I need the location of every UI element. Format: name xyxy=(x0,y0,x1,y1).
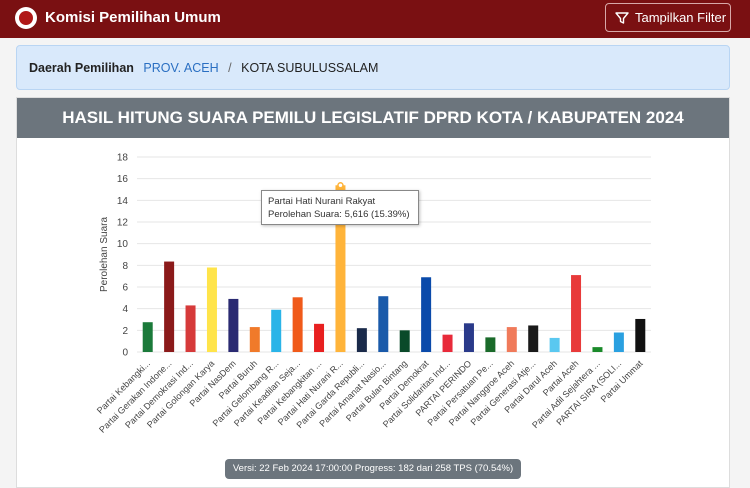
bar xyxy=(613,332,624,352)
bar xyxy=(164,261,175,352)
bar xyxy=(549,337,560,352)
chart-tooltip: Partai Hati Nurani Rakyat Perolehan Suar… xyxy=(261,190,419,225)
bar xyxy=(378,296,389,352)
bar xyxy=(528,325,539,352)
breadcrumb-lead: Daerah Pemilihan xyxy=(29,61,134,75)
breadcrumb-separator: / xyxy=(228,61,232,75)
bar xyxy=(185,305,196,352)
breadcrumb: Daerah Pemilihan PROV. ACEH / KOTA SUBUL… xyxy=(16,45,730,90)
top-navbar: Komisi Pemilihan Umum Tampilkan Filter xyxy=(0,0,750,38)
bar xyxy=(142,322,153,352)
y-tick-label: 16 xyxy=(117,174,129,185)
bar xyxy=(314,323,325,352)
results-panel: HASIL HITUNG SUARA PEMILU LEGISLATIF DPR… xyxy=(16,97,730,488)
bar xyxy=(635,318,646,352)
bar xyxy=(335,185,346,352)
bar xyxy=(421,277,432,352)
show-filter-label: Tampilkan Filter xyxy=(635,10,727,25)
bar xyxy=(485,337,496,352)
highlight-marker xyxy=(337,182,344,189)
bar xyxy=(292,297,303,352)
kpu-logo-icon xyxy=(15,7,37,29)
bar xyxy=(442,334,453,352)
breadcrumb-province-link[interactable]: PROV. ACEH xyxy=(143,61,219,75)
y-tick-label: 18 xyxy=(117,153,129,164)
bar xyxy=(228,298,239,352)
breadcrumb-city: KOTA SUBULUSSALAM xyxy=(241,61,379,75)
filter-icon xyxy=(615,11,629,24)
bar xyxy=(506,327,517,352)
y-tick-label: 4 xyxy=(122,304,128,315)
bar xyxy=(206,267,217,352)
bar xyxy=(592,347,603,352)
y-tick-label: 0 xyxy=(122,348,128,359)
y-tick-label: 6 xyxy=(122,283,128,294)
tooltip-vote-value: Perolehan Suara: 5,616 (15.39%) xyxy=(268,209,410,220)
bar xyxy=(249,327,260,352)
bar xyxy=(399,330,410,352)
version-badge: Versi: 22 Feb 2024 17:00:00 Progress: 18… xyxy=(225,459,521,479)
y-tick-label: 12 xyxy=(117,218,129,229)
bar xyxy=(463,323,474,352)
y-axis-label: Perolehan Suara xyxy=(99,217,110,292)
panel-title: HASIL HITUNG SUARA PEMILU LEGISLATIF DPR… xyxy=(17,98,729,138)
tooltip-party-name: Partai Hati Nurani Rakyat xyxy=(268,196,376,207)
bar xyxy=(571,275,582,352)
y-tick-label: 8 xyxy=(122,261,128,272)
bar xyxy=(356,328,367,352)
y-tick-label: 10 xyxy=(117,239,129,250)
bar xyxy=(271,309,282,352)
app-title: Komisi Pemilihan Umum xyxy=(45,9,221,26)
y-tick-label: 14 xyxy=(117,196,129,207)
show-filter-button[interactable]: Tampilkan Filter xyxy=(605,3,731,32)
y-tick-label: 2 xyxy=(122,326,128,337)
